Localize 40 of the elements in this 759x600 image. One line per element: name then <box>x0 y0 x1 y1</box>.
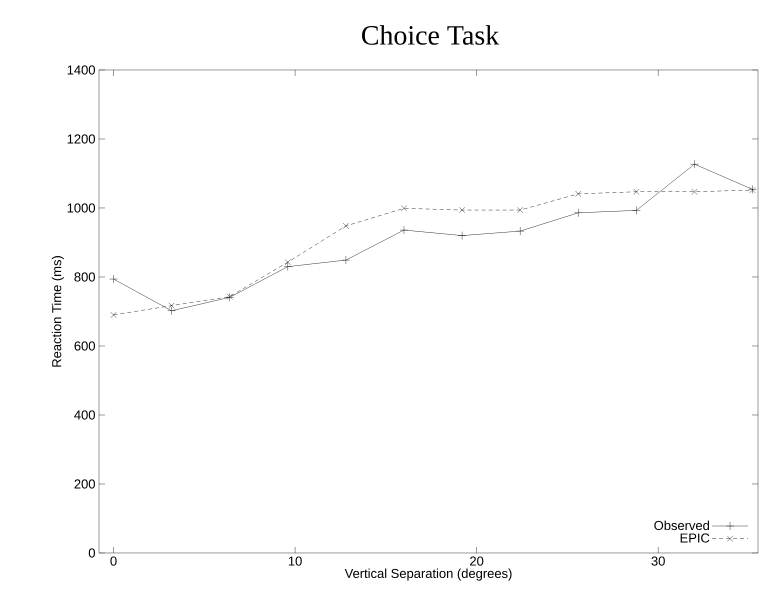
legend-label: EPIC <box>680 533 710 543</box>
point <box>516 226 524 236</box>
y-tick-label: 1200 <box>68 134 95 144</box>
point <box>284 262 292 271</box>
point <box>690 160 699 168</box>
chart-title: Choice Task <box>362 25 500 45</box>
point <box>517 207 524 214</box>
point <box>691 188 698 195</box>
legend-label: Observed <box>654 520 710 530</box>
point <box>109 274 118 284</box>
point <box>400 226 408 234</box>
y-tick-label: 400 <box>74 410 95 420</box>
point <box>633 188 640 195</box>
point <box>342 222 349 229</box>
point <box>632 206 641 215</box>
point <box>575 190 582 197</box>
y-tick-label: 1000 <box>68 203 95 213</box>
y-tick-label: 600 <box>74 341 95 351</box>
x-axis-title: Vertical Separation (degrees) <box>344 568 512 581</box>
x-tick-label: 10 <box>288 556 302 566</box>
y-tick-label: 800 <box>74 272 95 282</box>
point <box>110 312 117 318</box>
point <box>748 185 757 194</box>
point <box>342 256 350 264</box>
x-tick-label: 0 <box>110 556 117 566</box>
y-tick-label: 0 <box>88 548 95 558</box>
point <box>400 205 408 212</box>
point <box>458 231 466 240</box>
point <box>226 294 233 300</box>
y-tick-label: 1400 <box>68 65 95 75</box>
point <box>167 306 176 315</box>
point <box>750 187 756 194</box>
x-tick-label: 30 <box>651 556 665 566</box>
y-axis-title: Reaction Time (ms) <box>52 256 64 367</box>
point <box>226 293 234 302</box>
y-tick-label: 200 <box>74 479 95 489</box>
point <box>168 302 175 309</box>
x-tick-label: 20 <box>470 556 484 566</box>
point <box>574 208 582 218</box>
point <box>459 207 466 214</box>
